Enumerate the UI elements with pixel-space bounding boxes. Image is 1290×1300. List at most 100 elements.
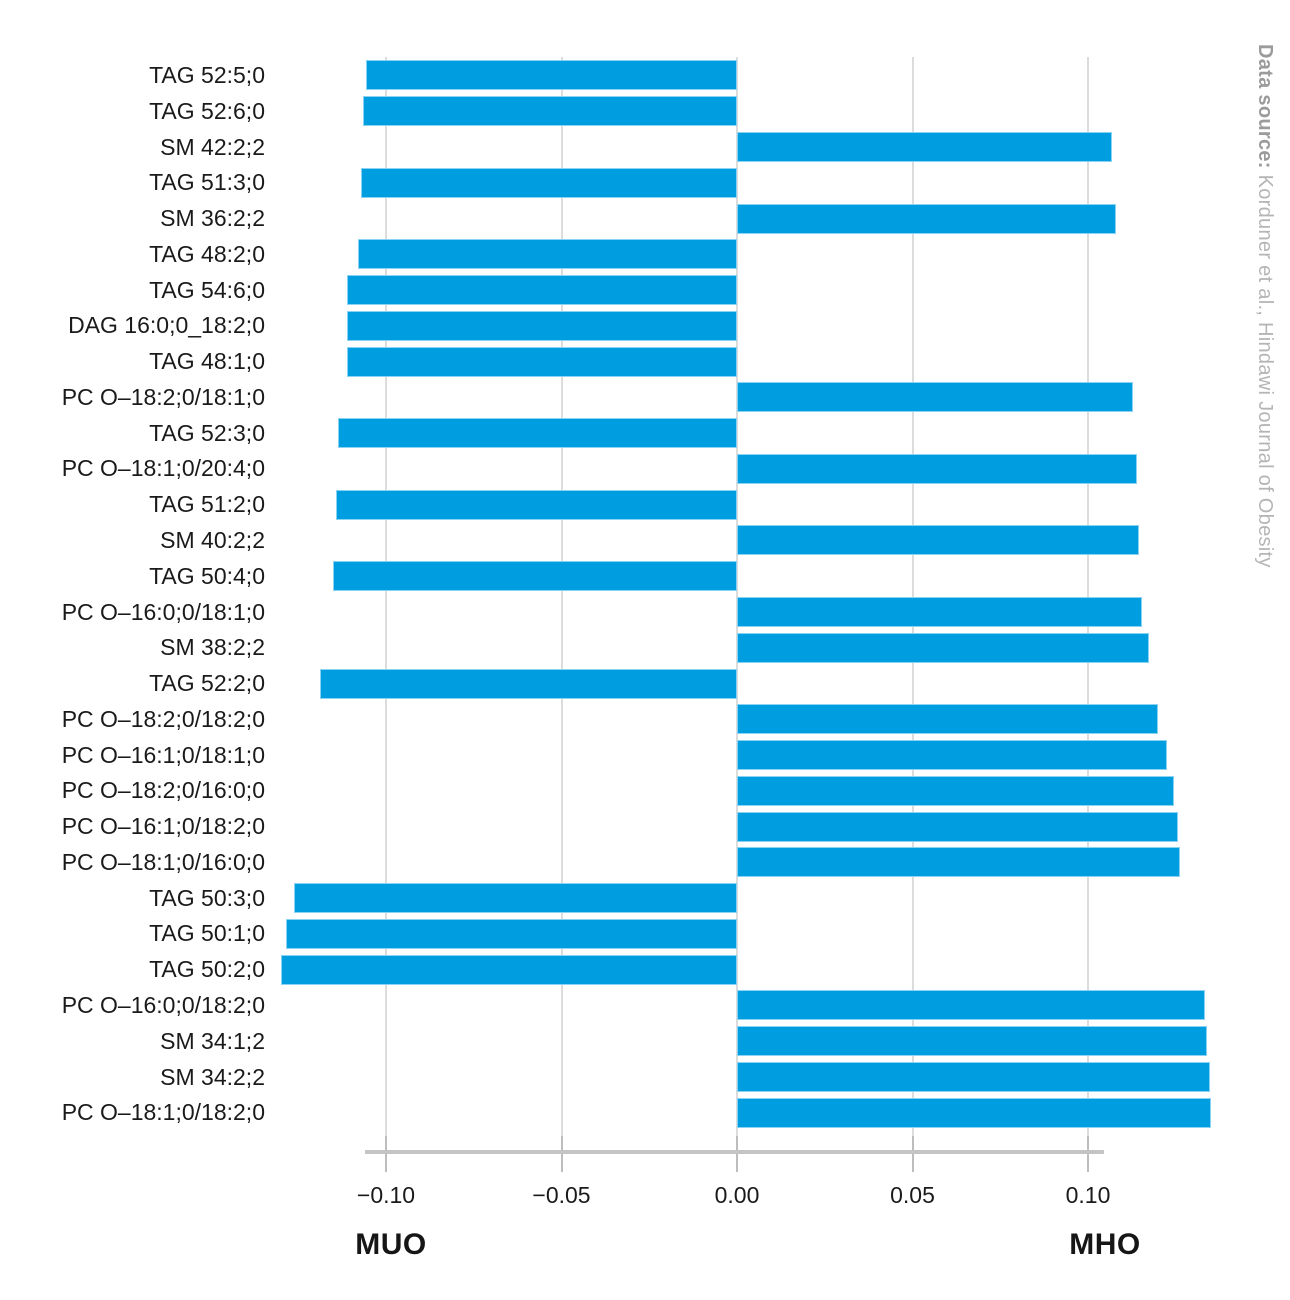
x-axis-tick <box>385 1136 387 1172</box>
mho-bar <box>737 597 1143 628</box>
x-axis-tick <box>1087 1136 1089 1172</box>
x-axis-group-label-muo: MUO <box>355 1228 427 1261</box>
bar-row: SM 42:2;2 <box>0 129 1290 165</box>
category-label: SM 38:2;2 <box>160 634 265 661</box>
category-label: TAG 50:1;0 <box>149 920 265 947</box>
bar-row: PC O–18:1;0/16:0;0 <box>0 845 1290 881</box>
bar-row: PC O–18:2;0/18:1;0 <box>0 380 1290 416</box>
category-label: TAG 50:3;0 <box>149 884 265 911</box>
x-axis-tick <box>911 1136 914 1172</box>
category-label: TAG 54:6;0 <box>149 276 265 303</box>
category-label: PC O–18:2;0/16:0;0 <box>61 777 265 804</box>
category-label: TAG 48:1;0 <box>149 348 265 375</box>
mho-bar <box>737 740 1167 771</box>
muo-bar <box>332 561 737 592</box>
category-label: PC O–18:2;0/18:2;0 <box>61 705 265 732</box>
bar-row: TAG 52:5;0 <box>0 58 1290 94</box>
muo-bar <box>285 918 737 949</box>
bar-row: SM 34:2;2 <box>0 1059 1290 1095</box>
muo-bar <box>347 275 737 306</box>
x-axis-tick <box>560 1136 563 1172</box>
category-label: TAG 52:3;0 <box>149 419 265 446</box>
x-axis-tick-label: 0.05 <box>890 1182 935 1208</box>
bar-row: TAG 48:1;0 <box>0 344 1290 380</box>
muo-bar <box>365 60 737 91</box>
mho-bar <box>737 453 1138 484</box>
category-label: PC O–18:1;0/20:4;0 <box>61 455 265 482</box>
mho-bar <box>737 132 1113 162</box>
muo-bar <box>293 883 737 914</box>
muo-bar <box>338 418 737 449</box>
mho-bar <box>737 704 1159 735</box>
mho-bar <box>737 382 1133 413</box>
x-axis-tick-label: 0.00 <box>714 1182 760 1208</box>
bar-row: PC O–18:2;0/18:2;0 <box>0 701 1290 737</box>
category-label: SM 34:2;2 <box>160 1063 265 1090</box>
category-label: SM 34:1;2 <box>160 1027 265 1054</box>
category-label: PC O–16:0;0/18:1;0 <box>61 598 265 625</box>
bar-row: TAG 54:6;0 <box>0 272 1290 308</box>
mho-bar <box>737 1026 1207 1057</box>
muo-bar <box>280 954 737 985</box>
category-label: PC O–18:1;0/18:2;0 <box>61 1099 265 1126</box>
bar-row: PC O–18:1;0/20:4;0 <box>0 451 1290 487</box>
bar-row: PC O–16:0;0/18:2;0 <box>0 988 1290 1024</box>
x-axis-line <box>365 1150 1104 1154</box>
category-label: PC O–18:1;0/16:0;0 <box>61 848 265 875</box>
gridline <box>385 57 387 1150</box>
x-axis-tick-label: −0.05 <box>532 1182 591 1208</box>
category-label: PC O–16:1;0/18:2;0 <box>61 813 265 840</box>
bar-row: PC O–16:0;0/18:1;0 <box>0 594 1290 630</box>
bar-row: TAG 51:3;0 <box>0 165 1290 201</box>
category-label: TAG 52:5;0 <box>149 61 265 88</box>
bar-row: TAG 50:3;0 <box>0 880 1290 916</box>
bar-row: TAG 48:2;0 <box>0 236 1290 272</box>
bar-row: DAG 16:0;0_18:2;0 <box>0 308 1290 344</box>
category-label: TAG 50:4;0 <box>149 562 265 589</box>
bar-row: PC O–16:1;0/18:2;0 <box>0 809 1290 845</box>
mho-bar <box>737 775 1174 806</box>
mho-bar <box>737 811 1178 842</box>
category-label: PC O–16:0;0/18:2;0 <box>61 991 265 1018</box>
bar-row: PC O–18:1;0/18:2;0 <box>0 1095 1290 1131</box>
data-source-note: Data source: Korduner et al., Hindawi Jo… <box>1253 44 1276 568</box>
mho-bar <box>737 847 1180 878</box>
category-label: PC O–16:1;0/18:1;0 <box>61 741 265 768</box>
data-source-prefix: Data source: <box>1254 44 1276 175</box>
mho-bar <box>737 632 1150 663</box>
category-label: SM 40:2;2 <box>160 526 265 553</box>
x-axis-tick <box>736 1136 738 1172</box>
category-label: SM 42:2;2 <box>160 133 265 160</box>
mho-bar <box>737 1062 1210 1093</box>
category-label: TAG 52:6;0 <box>149 97 265 124</box>
bar-row: SM 38:2;2 <box>0 630 1290 666</box>
category-label: SM 36:2;2 <box>160 205 265 232</box>
data-source-text: Korduner et al., Hindawi Journal of Obes… <box>1254 174 1276 568</box>
bar-row: SM 40:2;2 <box>0 523 1290 559</box>
category-label: TAG 50:2;0 <box>149 956 265 983</box>
mho-bar <box>737 525 1139 556</box>
bar-row: TAG 50:1;0 <box>0 916 1290 952</box>
bar-row: TAG 52:3;0 <box>0 415 1290 451</box>
category-label: TAG 51:2;0 <box>149 491 265 518</box>
category-label: DAG 16:0;0_18:2;0 <box>68 312 265 339</box>
x-axis-group-label-mho: MHO <box>1069 1228 1141 1261</box>
bar-row: TAG 52:6;0 <box>0 93 1290 129</box>
x-axis-tick-label: 0.10 <box>1065 1182 1111 1208</box>
muo-bar <box>320 668 737 699</box>
bar-row: PC O–18:2;0/16:0;0 <box>0 773 1290 809</box>
category-label: TAG 48:2;0 <box>149 240 265 267</box>
muo-bar <box>361 167 737 198</box>
bar-row: TAG 50:4;0 <box>0 558 1290 594</box>
muo-bar <box>363 96 737 127</box>
bar-row: TAG 51:2;0 <box>0 487 1290 523</box>
category-label: TAG 52:2;0 <box>149 670 265 697</box>
bar-row: TAG 52:2;0 <box>0 666 1290 702</box>
bar-row: PC O–16:1;0/18:1;0 <box>0 737 1290 773</box>
category-label: TAG 51:3;0 <box>149 169 265 196</box>
bar-row: TAG 50:2;0 <box>0 952 1290 988</box>
muo-bar <box>347 310 737 341</box>
mho-bar <box>737 203 1117 234</box>
